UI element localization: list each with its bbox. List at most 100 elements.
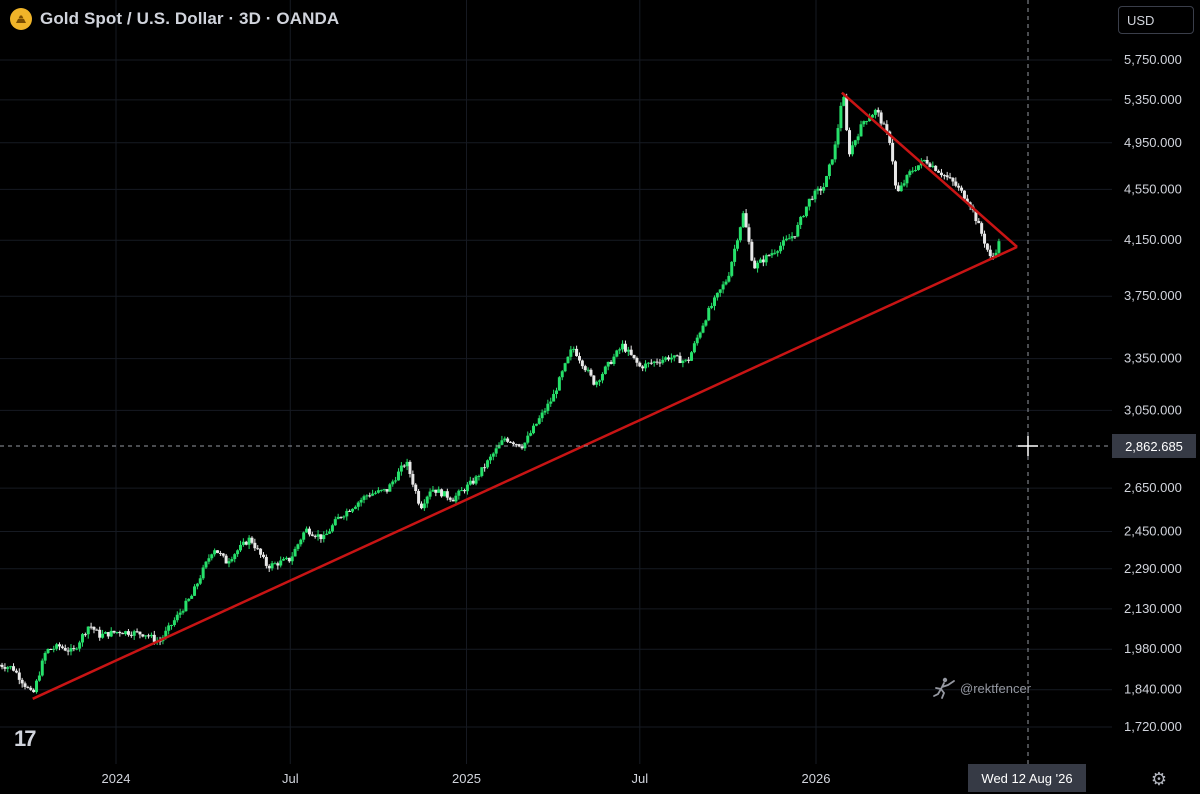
candle xyxy=(408,460,412,478)
candle-body xyxy=(566,356,570,364)
support-trendline[interactable] xyxy=(32,245,1018,700)
candle-body xyxy=(779,245,783,252)
currency-selector[interactable]: USD xyxy=(1118,6,1194,34)
candle-body xyxy=(328,531,332,534)
candle xyxy=(0,664,1,666)
candle xyxy=(836,124,840,148)
candle xyxy=(557,376,561,391)
candle-body xyxy=(784,238,788,241)
candle-body xyxy=(905,175,909,184)
candle xyxy=(758,257,762,264)
candle xyxy=(244,540,248,546)
candle-body xyxy=(236,550,240,555)
candle xyxy=(488,454,492,464)
candle-body xyxy=(431,489,435,492)
candle xyxy=(356,501,360,511)
candle xyxy=(718,289,722,297)
candle xyxy=(661,356,665,365)
candle xyxy=(600,372,604,384)
candle-body xyxy=(712,297,716,306)
candle-body xyxy=(356,502,360,507)
candle xyxy=(428,488,432,500)
candle-body xyxy=(330,525,334,532)
candle-body xyxy=(12,666,16,671)
candle xyxy=(477,474,481,481)
candle-body xyxy=(465,484,469,492)
candle xyxy=(534,423,538,427)
resistance-trendline[interactable] xyxy=(841,91,1018,248)
candle xyxy=(710,302,714,310)
candle-body xyxy=(704,320,708,326)
candle xyxy=(807,198,811,211)
candle-body xyxy=(247,537,251,545)
candle xyxy=(664,356,668,362)
tradingview-logo[interactable]: 17 xyxy=(14,726,37,751)
candle-body xyxy=(733,248,737,262)
candle xyxy=(825,175,829,188)
symbol-title[interactable]: Gold Spot / U.S. Dollar · 3D · OANDA xyxy=(40,9,340,28)
candle xyxy=(218,550,222,556)
candle-body xyxy=(735,240,739,249)
candle-body xyxy=(290,556,294,562)
candle-body xyxy=(417,491,421,504)
candle-body xyxy=(238,544,242,551)
candle-body xyxy=(382,489,386,491)
candle-body xyxy=(359,499,363,503)
candle xyxy=(767,254,771,257)
candle xyxy=(962,190,966,200)
candle-body xyxy=(985,243,989,250)
candle xyxy=(980,221,984,237)
candle-body xyxy=(678,355,682,364)
candle xyxy=(402,464,406,468)
candle xyxy=(486,459,490,469)
candle xyxy=(572,346,576,353)
candle xyxy=(721,281,725,294)
candle-body xyxy=(454,495,458,502)
candle-body xyxy=(655,361,659,363)
candle-body xyxy=(267,565,271,569)
candle-body xyxy=(98,629,102,638)
candle xyxy=(819,186,823,196)
candle-body xyxy=(664,357,668,360)
candle-body xyxy=(40,660,44,676)
candle-body xyxy=(644,363,648,369)
candle xyxy=(644,360,648,372)
candle xyxy=(121,632,125,635)
candle-body xyxy=(520,446,524,449)
candle-body xyxy=(342,516,346,518)
candle-body xyxy=(296,544,300,549)
candle xyxy=(348,509,352,512)
candle xyxy=(440,488,444,498)
candle xyxy=(569,345,573,361)
candle xyxy=(537,415,541,425)
y-tick-label: 4,950.000 xyxy=(1124,135,1182,150)
candle-body xyxy=(885,124,889,132)
settings-icon[interactable]: ⚙ xyxy=(1150,768,1168,789)
candle-body xyxy=(193,586,197,596)
candle xyxy=(422,499,426,511)
candle-body xyxy=(848,130,852,155)
candle-body xyxy=(9,666,13,668)
candle xyxy=(948,172,952,180)
candle xyxy=(351,508,355,514)
candle xyxy=(193,584,197,596)
candle xyxy=(52,645,56,653)
x-tick-label: Jul xyxy=(631,771,648,786)
candle-body xyxy=(345,510,349,517)
candle-body xyxy=(850,145,854,155)
candle xyxy=(371,489,375,497)
candle-body xyxy=(391,481,395,485)
candle xyxy=(939,168,943,178)
candle xyxy=(172,617,176,627)
candle xyxy=(279,556,283,568)
candle-body xyxy=(411,474,415,485)
candle-body xyxy=(922,159,926,161)
candle xyxy=(216,550,220,554)
candle-body xyxy=(477,475,481,477)
candle xyxy=(14,668,18,674)
candle xyxy=(124,630,128,636)
y-tick-label: 1,980.000 xyxy=(1124,641,1182,656)
candle xyxy=(138,631,142,639)
candle xyxy=(233,553,237,563)
